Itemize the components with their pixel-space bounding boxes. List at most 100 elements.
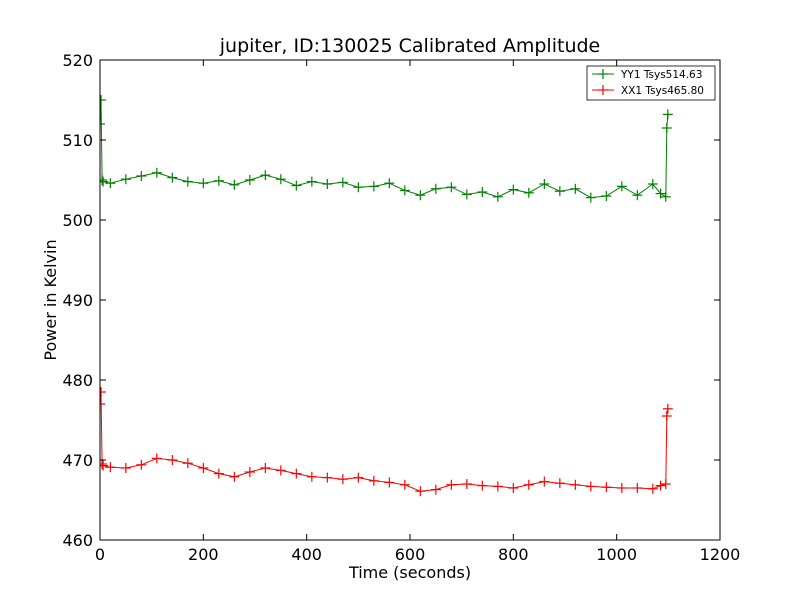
data-point <box>244 467 255 477</box>
data-point <box>337 177 348 188</box>
y-axis-label: Power in Kelvin <box>41 239 60 360</box>
data-point <box>353 472 364 483</box>
plot-area <box>100 60 720 540</box>
x-axis-label: Time (seconds) <box>348 563 471 582</box>
data-point <box>655 188 666 199</box>
data-point <box>182 458 193 469</box>
data-point <box>213 175 224 186</box>
data-point <box>244 175 255 185</box>
data-point <box>601 191 612 201</box>
data-point <box>136 171 147 181</box>
data-point <box>585 481 596 492</box>
data-point <box>539 179 550 189</box>
data-point <box>632 190 643 201</box>
legend-item: XX1 Tsys465.80 <box>592 85 704 97</box>
data-point <box>136 459 147 470</box>
data-point <box>384 178 395 189</box>
data-point <box>660 191 671 202</box>
data-point <box>492 481 503 492</box>
data-point <box>105 462 116 473</box>
y-tick-label: 500 <box>62 211 93 230</box>
data-point <box>616 181 627 192</box>
data-point <box>399 185 410 196</box>
data-point <box>523 479 534 490</box>
data-point <box>120 463 131 473</box>
legend-frame <box>586 65 716 101</box>
data-point <box>384 477 395 488</box>
data-point <box>167 172 178 183</box>
data-point <box>229 179 240 190</box>
data-point <box>291 468 302 479</box>
data-point <box>229 471 240 482</box>
chart-title: jupiter, ID:130025 Calibrated Amplitude <box>219 35 600 57</box>
legend: YY1 Tsys514.63 XX1 Tsys465.80 <box>586 65 716 101</box>
x-tick-label: 800 <box>498 545 529 564</box>
data-point <box>655 480 666 491</box>
data-point <box>368 181 379 192</box>
y-tick-label: 460 <box>62 531 93 550</box>
data-point <box>120 174 131 185</box>
y-tick-label: 520 <box>62 51 93 70</box>
data-point <box>661 411 672 421</box>
tick-layer: 0 200 400 600 800 1000 1200 460 470 480 490 500 510 5… <box>62 51 740 564</box>
data-point <box>647 179 658 189</box>
data-point <box>446 182 457 193</box>
data-point <box>554 478 565 489</box>
data-point <box>570 183 581 194</box>
data-point <box>539 476 550 487</box>
data-point <box>415 190 426 201</box>
data-point <box>182 176 193 187</box>
x-tick-label: 0 <box>95 545 105 564</box>
y-tick-label: 470 <box>62 451 93 470</box>
data-point <box>399 479 410 490</box>
data-point <box>100 175 108 185</box>
data-point <box>306 176 317 187</box>
data-point <box>461 479 472 489</box>
data-point <box>492 191 503 202</box>
series-1 <box>100 95 673 203</box>
data-point <box>616 483 627 493</box>
data-point <box>477 480 488 491</box>
data-point <box>151 167 162 178</box>
data-point <box>461 189 472 200</box>
legend-label: XX1 Tsys465.80 <box>621 85 704 97</box>
data-point <box>100 459 108 469</box>
data-point <box>100 387 107 397</box>
data-point <box>322 179 333 189</box>
y-tick-label: 490 <box>62 291 93 310</box>
legend-item: YY1 Tsys514.63 <box>592 69 702 81</box>
x-tick-label: 1000 <box>596 545 637 564</box>
data-point <box>275 465 286 476</box>
data-point <box>662 109 673 120</box>
data-point <box>198 178 209 189</box>
data-point <box>100 399 105 409</box>
data-point <box>260 170 271 181</box>
data-point <box>151 453 162 464</box>
data-point <box>660 479 671 489</box>
y-tick-label: 480 <box>62 371 93 390</box>
data-point <box>661 123 672 133</box>
data-point <box>508 483 519 493</box>
data-point <box>647 483 658 494</box>
series-2 <box>100 387 673 497</box>
plot-frame <box>99 59 721 541</box>
data-point <box>260 463 271 473</box>
legend-label: YY1 Tsys514.63 <box>620 69 702 81</box>
x-tick-label: 1200 <box>700 545 741 564</box>
x-tick-label: 200 <box>188 545 219 564</box>
data-point <box>105 178 116 189</box>
data-point <box>337 474 348 485</box>
data-point <box>167 455 178 465</box>
data-point <box>632 483 643 493</box>
x-tick-label: 600 <box>395 545 426 564</box>
data-point <box>446 479 457 490</box>
data-point <box>430 183 441 194</box>
data-point <box>198 463 209 473</box>
legend-items: YY1 Tsys514.63 XX1 Tsys465.80 <box>592 69 704 97</box>
data-point <box>477 187 488 197</box>
data-point <box>570 479 581 490</box>
data-point <box>508 184 519 195</box>
data-point <box>100 460 109 471</box>
data-point <box>415 486 426 497</box>
